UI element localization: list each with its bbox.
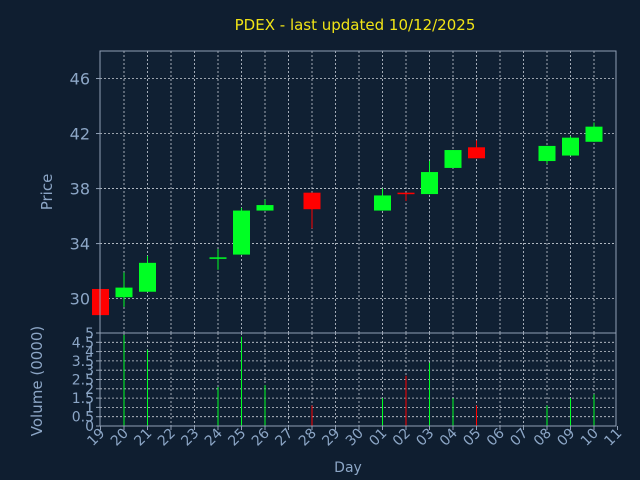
candle-body: [115, 287, 133, 298]
price-plot-area: [100, 51, 616, 333]
candles: [92, 122, 603, 316]
x-axis-ticks: 19 20 21 22 23 24 25 26 27 28 29 30 01 02 03 04 05 06 07 08…: [84, 425, 625, 449]
volume-tick-label: 1.5: [72, 391, 94, 407]
volume-tick-label: 2.5: [72, 373, 94, 389]
candle-body: [585, 126, 603, 142]
volume-tick-label: 0.5: [72, 410, 94, 426]
price-gridlines: [100, 51, 616, 333]
candle-body: [233, 210, 250, 255]
volume-tick-label: 5: [85, 326, 94, 342]
candle-body: [303, 192, 321, 210]
volume-axis-label: Volume (0000): [28, 326, 46, 436]
volume-bars: [123, 334, 595, 426]
price-tick-label: 34: [70, 235, 90, 254]
volume-tick-label: 3: [85, 363, 94, 379]
chart-title: PDEX - last updated 10/12/2025: [235, 16, 476, 34]
x-axis-label: Day: [334, 460, 362, 476]
candle-body: [374, 195, 391, 211]
candle-body: [397, 192, 415, 195]
price-tick-label: 38: [70, 180, 90, 199]
candle-body: [209, 257, 227, 259]
volume-tick-label: 3.5: [72, 354, 94, 370]
candle-body: [468, 147, 485, 159]
price-tick-label: 42: [70, 125, 90, 144]
price-tick-label: 30: [70, 290, 90, 309]
volume-tick-label: 1: [85, 400, 94, 416]
volume-tick-label: 4: [85, 345, 94, 361]
candle-body: [256, 205, 274, 211]
volume-y-ticks: 00.511.522.533.544.55: [72, 326, 100, 435]
volume-tick-label: 4.5: [72, 335, 94, 351]
price-y-ticks: 46 42 38 34 30: [70, 70, 100, 309]
volume-panel: 00.511.522.533.544.55: [72, 326, 617, 435]
candle-body: [538, 145, 556, 162]
volume-tick-label: 0: [85, 419, 94, 435]
volume-frame: [99, 332, 617, 427]
volume-tick-label: 2: [85, 382, 94, 398]
candle-body: [421, 172, 438, 195]
price-axis-label: Price: [38, 174, 56, 211]
candle-body: [139, 262, 156, 292]
candle-body: [444, 150, 462, 168]
price-panel: 46 42 38 34 30: [70, 50, 617, 334]
price-tick-label: 46: [70, 70, 90, 89]
candle-body: [562, 137, 579, 156]
